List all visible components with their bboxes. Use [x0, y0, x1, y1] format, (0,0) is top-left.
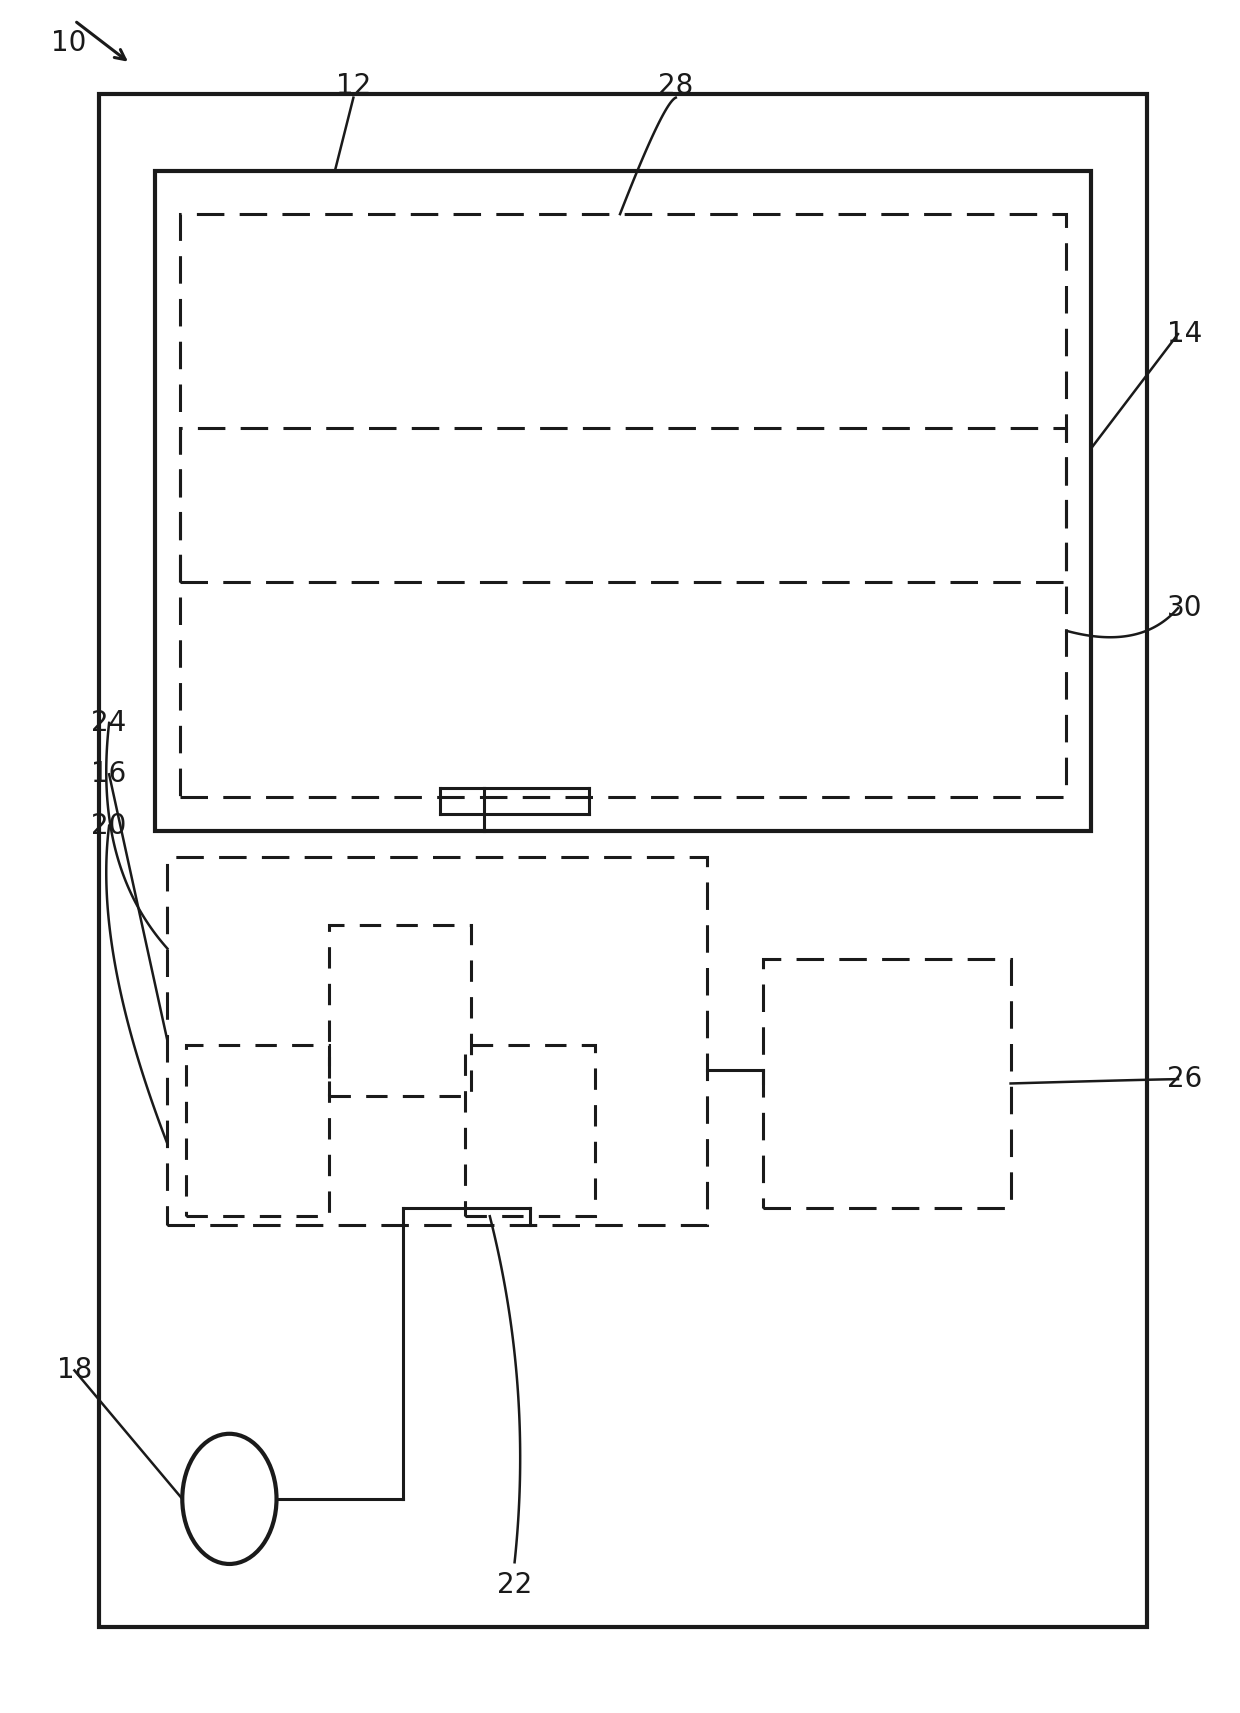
Bar: [186, 1045, 329, 1216]
Text: 24: 24: [92, 709, 126, 737]
Bar: [763, 959, 1011, 1208]
Text: 18: 18: [57, 1357, 92, 1384]
Text: 14: 14: [1167, 320, 1202, 348]
Bar: [167, 856, 707, 1225]
Bar: [180, 214, 1066, 582]
Text: 30: 30: [1167, 594, 1202, 622]
Bar: [329, 925, 471, 1096]
Text: 20: 20: [92, 812, 126, 839]
Bar: [155, 171, 1091, 831]
Text: 26: 26: [1167, 1065, 1202, 1093]
Bar: [465, 1045, 595, 1216]
Text: 10: 10: [51, 29, 86, 57]
Text: 22: 22: [497, 1571, 532, 1598]
Text: 12: 12: [336, 72, 371, 99]
Bar: [180, 428, 1066, 797]
Bar: [99, 94, 1147, 1627]
Text: 28: 28: [658, 72, 693, 99]
Text: 16: 16: [92, 761, 126, 788]
